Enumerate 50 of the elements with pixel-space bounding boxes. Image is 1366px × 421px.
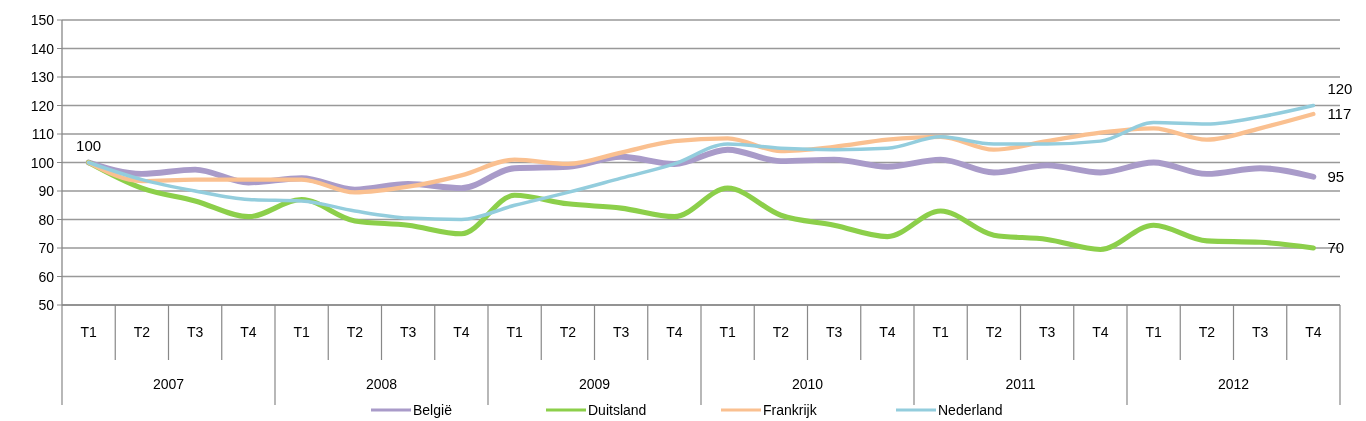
x-tick-label: T3 — [825, 324, 843, 340]
x-tick-label: T3 — [186, 324, 204, 340]
y-tick-label: 140 — [30, 40, 55, 57]
legend-label: België — [413, 402, 453, 418]
x-tick-label: T1 — [1145, 324, 1162, 340]
text: 2007 — [152, 376, 185, 392]
legend-label: Duitsland — [588, 402, 647, 418]
x-tick-label: T4 — [240, 324, 257, 340]
y-tick-label: 50 — [38, 297, 55, 313]
x-tick-label: T2 — [346, 324, 364, 340]
x-tick-label: T1 — [719, 324, 736, 340]
x-tick-label: T2 — [985, 324, 1003, 340]
x-tick-label: T1 — [293, 324, 310, 340]
y-tick-label: 150 — [30, 12, 55, 28]
legend-label: Frankrijk — [763, 402, 818, 418]
x-tick-label: T3 — [1251, 324, 1269, 340]
x-tick-label: T4 — [1305, 324, 1322, 340]
legend-label: Nederland — [938, 402, 1003, 418]
y-tick-label: 120 — [30, 97, 55, 114]
x-tick-label: T2 — [133, 324, 151, 340]
y-tick-label: 100 — [30, 154, 55, 171]
text: 2008 — [365, 376, 398, 392]
x-tick-label: T2 — [772, 324, 790, 340]
data-label: 100 — [76, 136, 102, 154]
y-tick-label: 110 — [31, 126, 55, 142]
data-label: 120 — [1327, 79, 1353, 97]
data-label: 95 — [1327, 167, 1345, 185]
x-tick-label: T4 — [1092, 324, 1109, 340]
x-tick-label: T4 — [666, 324, 683, 340]
x-tick-label: T3 — [399, 324, 417, 340]
text: 2010 — [791, 376, 824, 392]
text: 2012 — [1217, 376, 1250, 392]
data-label: 70 — [1327, 239, 1345, 256]
y-tick-label: 80 — [38, 211, 55, 228]
x-tick-label: T4 — [453, 324, 470, 340]
y-tick-label: 70 — [38, 240, 55, 256]
x-tick-label: T1 — [506, 324, 523, 340]
x-tick-label: T3 — [612, 324, 630, 340]
x-tick-label: T1 — [80, 324, 97, 340]
text: 2011 — [1005, 376, 1036, 392]
y-tick-label: 130 — [30, 69, 55, 85]
y-tick-label: 90 — [38, 183, 55, 199]
text: 2009 — [578, 376, 611, 392]
data-label: 117 — [1327, 105, 1352, 123]
x-tick-label: T2 — [1198, 324, 1216, 340]
x-tick-label: T3 — [1038, 324, 1056, 340]
x-tick-label: T2 — [559, 324, 577, 340]
x-tick-label: T4 — [879, 324, 896, 340]
x-tick-label: T1 — [932, 324, 949, 340]
y-tick-label: 60 — [38, 268, 55, 285]
